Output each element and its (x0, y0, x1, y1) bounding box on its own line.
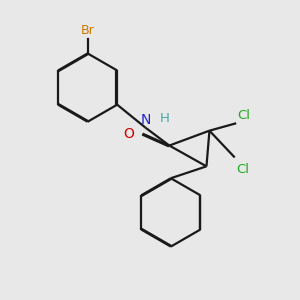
Text: Cl: Cl (236, 163, 249, 176)
Text: Br: Br (81, 24, 94, 37)
Text: H: H (160, 112, 170, 125)
Text: N: N (140, 113, 151, 127)
Text: O: O (123, 127, 134, 141)
Text: Cl: Cl (238, 109, 251, 122)
